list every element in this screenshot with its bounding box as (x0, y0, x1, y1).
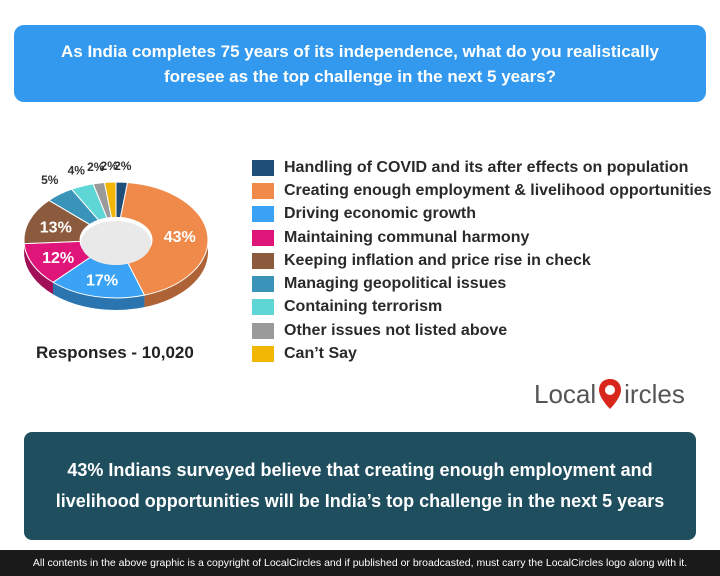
logo-text-left: Local (534, 378, 597, 409)
legend-swatch (252, 182, 274, 199)
legend-swatch (252, 229, 274, 246)
legend-item: Containing terrorism (252, 296, 712, 319)
donut-slice-side (53, 282, 145, 310)
legend-label: Driving economic growth (284, 205, 477, 223)
logo-text-right: ircles (624, 378, 685, 409)
legend-swatch (252, 322, 274, 339)
legend-label: Maintaining communal harmony (284, 228, 530, 246)
legend-item: Other issues not listed above (252, 319, 712, 342)
responses-count: Responses - 10,020 (36, 343, 194, 362)
legend-swatch (252, 252, 274, 269)
legend-label: Managing geopolitical issues (284, 275, 507, 293)
copyright-footer: All contents in the above graphic is a c… (0, 550, 720, 576)
legend-label: Creating enough employment & livelihood … (284, 181, 712, 199)
key-finding-text: 43% Indians surveyed believe that creati… (55, 460, 665, 511)
data-label: 2% (114, 159, 132, 173)
data-label: 43% (164, 229, 196, 246)
copyright-text: All contents in the above graphic is a c… (32, 557, 688, 569)
key-finding-banner: 43% Indians surveyed believe that creati… (24, 432, 696, 540)
donut-chart: 2%43%17%12%13%5%4% 2%2% (23, 159, 209, 310)
legend-item: Handling of COVID and its after effects … (252, 156, 712, 179)
donut-slice (103, 181, 117, 219)
legend-item: Managing geopolitical issues (252, 272, 712, 295)
legend-label: Containing terrorism (284, 298, 443, 316)
localcircles-logo: Local ircles (534, 378, 685, 410)
data-label: 4% (68, 164, 86, 178)
legend-swatch (252, 346, 274, 363)
chart-legend: Handling of COVID and its after effects … (252, 156, 712, 366)
data-label: 17% (86, 272, 118, 289)
legend-item: Can’t Say (252, 342, 712, 365)
question-text: As India completes 75 years of its indep… (60, 41, 660, 86)
legend-swatch (252, 159, 274, 176)
legend-item: Creating enough employment & livelihood … (252, 179, 712, 202)
legend-item: Driving economic growth (252, 203, 712, 226)
donut-slice-side (24, 243, 54, 295)
legend-swatch (252, 276, 274, 293)
legend-item: Maintaining communal harmony (252, 226, 712, 249)
legend-item: Keeping inflation and price rise in chec… (252, 249, 712, 272)
donut-hole (81, 220, 151, 266)
legend-label: Other issues not listed above (284, 321, 508, 339)
data-label: 2% (101, 159, 119, 173)
legend-label: Keeping inflation and price rise in chec… (284, 251, 591, 269)
question-banner: As India completes 75 years of its indep… (14, 25, 706, 102)
legend-swatch (252, 206, 274, 223)
legend-label: Can’t Say (284, 345, 357, 363)
data-label: 2% (87, 160, 105, 174)
legend-swatch (252, 299, 274, 316)
map-pin-icon (599, 379, 622, 409)
data-label: 5% (41, 173, 59, 187)
donut-slice (119, 181, 209, 296)
data-label: 13% (40, 219, 72, 236)
legend-label: Handling of COVID and its after effects … (284, 158, 689, 176)
data-label: 12% (42, 250, 74, 267)
